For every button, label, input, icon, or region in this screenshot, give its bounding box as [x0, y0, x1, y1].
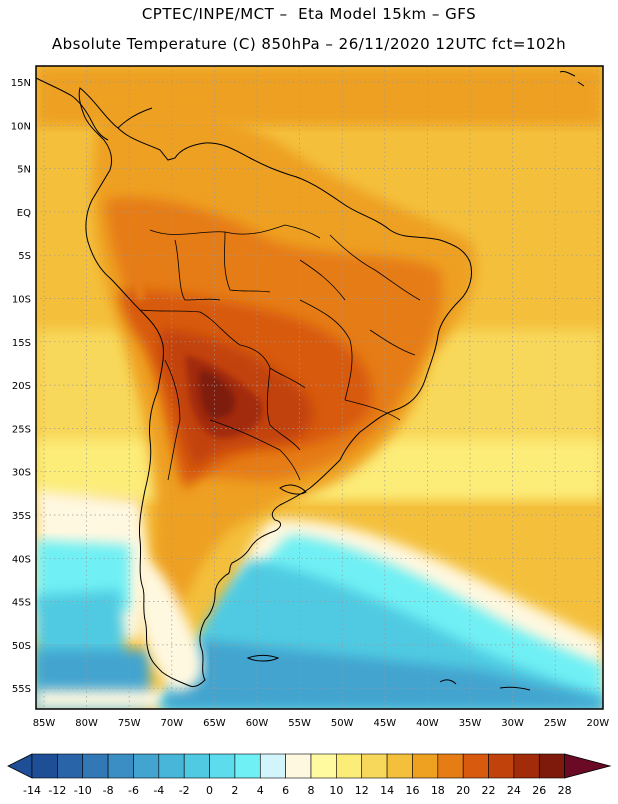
temperature-field [36, 66, 603, 709]
colorbar [7, 753, 612, 779]
lon-label: 45W [373, 718, 396, 729]
lon-label: 20W [586, 718, 609, 729]
colorbar-swatch [183, 753, 210, 779]
colorbar-label: 16 [405, 784, 419, 797]
colorbar-swatch [31, 753, 58, 779]
colorbar-swatch [259, 753, 286, 779]
lon-label: 50W [331, 718, 354, 729]
colorbar-label: 12 [355, 784, 369, 797]
colorbar-swatch [234, 753, 261, 779]
colorbar-label: 10 [329, 784, 343, 797]
colorbar-arrow-right [564, 753, 612, 779]
colorbar-swatch [488, 753, 515, 779]
colorbar-swatch [57, 753, 84, 779]
colorbar-swatch [538, 753, 565, 779]
colorbar-label: 28 [558, 784, 572, 797]
lat-label: 40S [12, 554, 31, 565]
colorbar-label: -12 [48, 784, 66, 797]
colorbar-swatch [209, 753, 236, 779]
lon-label: 35W [459, 718, 482, 729]
colorbar-label: 24 [507, 784, 521, 797]
lat-label: 25S [12, 424, 31, 435]
country-borders [139, 224, 421, 481]
lat-label: 10N [11, 121, 31, 132]
colorbar-swatch [107, 753, 134, 779]
colorbar-swatch [361, 753, 388, 779]
latitude-labels: 15N 10N 5N EQ 5S 10S 15S 20S 25S 30S 35S 40S 45S 50S 5… [11, 78, 31, 695]
lat-label: 15N [11, 78, 31, 89]
lat-label: 15S [12, 338, 31, 349]
colorbar-label: 14 [380, 784, 394, 797]
lat-label: 50S [12, 641, 31, 652]
colorbar-swatch [513, 753, 540, 779]
colorbar-label: -6 [128, 784, 139, 797]
title-line-2: Absolute Temperature (C) 850hPa – 26/11/… [51, 35, 567, 53]
longitude-labels: 85W 80W 75W 70W 65W 60W 55W 50W 45W 40W 35W 30W 25W 2… [33, 718, 610, 729]
lon-label: 30W [501, 718, 524, 729]
colorbar-swatch [412, 753, 439, 779]
lat-label: 30S [12, 468, 31, 479]
lat-label: 5N [17, 165, 31, 176]
colorbar-label: 4 [257, 784, 264, 797]
lat-label: 5S [18, 251, 31, 262]
lon-label: 85W [33, 718, 56, 729]
colorbar-swatch [82, 753, 109, 779]
colorbar-label: 18 [431, 784, 445, 797]
lon-label: 25W [544, 718, 567, 729]
colorbar-label: 2 [231, 784, 238, 797]
colorbar-swatch [437, 753, 464, 779]
colorbar-swatch [462, 753, 489, 779]
colorbar-swatch [386, 753, 413, 779]
colorbar-swatch [133, 753, 160, 779]
colorbar-label: -2 [179, 784, 190, 797]
colorbar-label: -10 [74, 784, 92, 797]
title-line-1: CPTEC/INPE/MCT – Eta Model 15km – GFS [141, 5, 477, 23]
lat-label: 35S [12, 511, 31, 522]
colorbar-label: -8 [103, 784, 114, 797]
colorbar-swatch [310, 753, 337, 779]
colorbar-label: -14 [23, 784, 41, 797]
colorbar-label: 8 [308, 784, 315, 797]
lon-label: 40W [416, 718, 439, 729]
lat-label: 20S [12, 381, 31, 392]
lat-label: 10S [12, 295, 31, 306]
coastline [35, 71, 585, 691]
colorbar-label: -4 [153, 784, 164, 797]
colorbar-label: 6 [282, 784, 289, 797]
lon-label: 80W [75, 718, 98, 729]
colorbar-swatch [336, 753, 363, 779]
lon-label: 60W [246, 718, 269, 729]
lat-label: 55S [12, 684, 31, 695]
map-frame [35, 65, 604, 710]
colorbar-label: 26 [532, 784, 546, 797]
lon-label: 75W [118, 718, 141, 729]
colorbar-swatch [158, 753, 185, 779]
lat-label: 45S [12, 598, 31, 609]
lon-label: 70W [160, 718, 183, 729]
colorbar-labels: -14 -12 -10 -8 -6 -4 -2 0 2 4 6 8 10 12 14 16 18 20 22 24 26… [23, 784, 572, 797]
lon-label: 55W [288, 718, 311, 729]
colorbar-label: 22 [482, 784, 496, 797]
colorbar-label: 0 [206, 784, 213, 797]
lon-label: 65W [203, 718, 226, 729]
colorbar-label: 20 [456, 784, 470, 797]
colorbar-arrow-left [7, 753, 33, 779]
lat-label: EQ [17, 208, 31, 219]
colorbar-swatch [285, 753, 312, 779]
